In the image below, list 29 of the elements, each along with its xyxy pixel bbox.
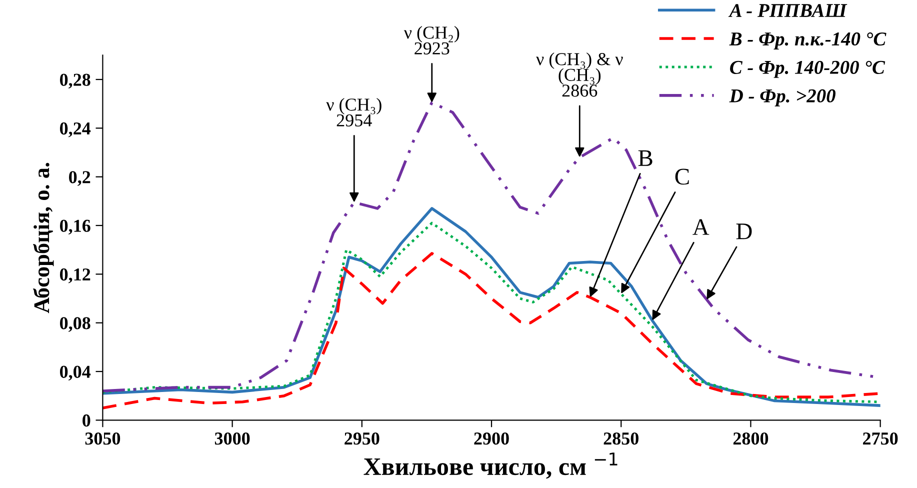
- annotation: ν (CH₃) 2954: [326, 98, 382, 126]
- y-axis-title: Абсорбція, о. а.: [33, 162, 54, 314]
- annotation: D: [736, 224, 752, 240]
- x-tick-label: 2850: [604, 432, 638, 445]
- annotation: B: [638, 150, 652, 166]
- x-tick-label: 3050: [85, 432, 120, 445]
- y-tick-label: 0,24: [60, 122, 91, 138]
- annotation: A: [692, 219, 710, 235]
- x-tick-label: 3000: [214, 432, 250, 445]
- legend-label: A - РППВАШ: [728, 4, 848, 17]
- annotation: ν (CH₂) 2923: [404, 26, 460, 54]
- x-tick-label: 2950: [344, 432, 380, 445]
- y-tick-label: 0,04: [60, 366, 91, 381]
- y-tick-label: 0,08: [60, 317, 90, 332]
- y-tick-label: 0,28: [60, 74, 90, 89]
- legend-label: C - Фр. 140-200 °C: [730, 60, 886, 78]
- y-tick-label: 0,2: [69, 171, 90, 186]
- annotation: ν (CH₃) & ν (CH₃) 2866: [536, 52, 623, 97]
- y-tick-label: 0: [82, 414, 90, 427]
- legend-label: D - Фр. >200: [729, 89, 836, 106]
- y-tick-label: 0,12: [60, 268, 90, 284]
- x-axis-title: Хвильове число, см $^{−1}$: [364, 452, 618, 479]
- x-tick-label: 2750: [863, 432, 898, 445]
- y-tick-label: 0,16: [60, 220, 90, 235]
- x-tick-label: 2900: [474, 432, 509, 445]
- legend-label: B - Фр. п.к.-140 °C: [729, 32, 886, 50]
- x-tick-label: 2800: [733, 432, 768, 445]
- annotation: C: [675, 168, 689, 185]
- line-series: [102, 252, 880, 410]
